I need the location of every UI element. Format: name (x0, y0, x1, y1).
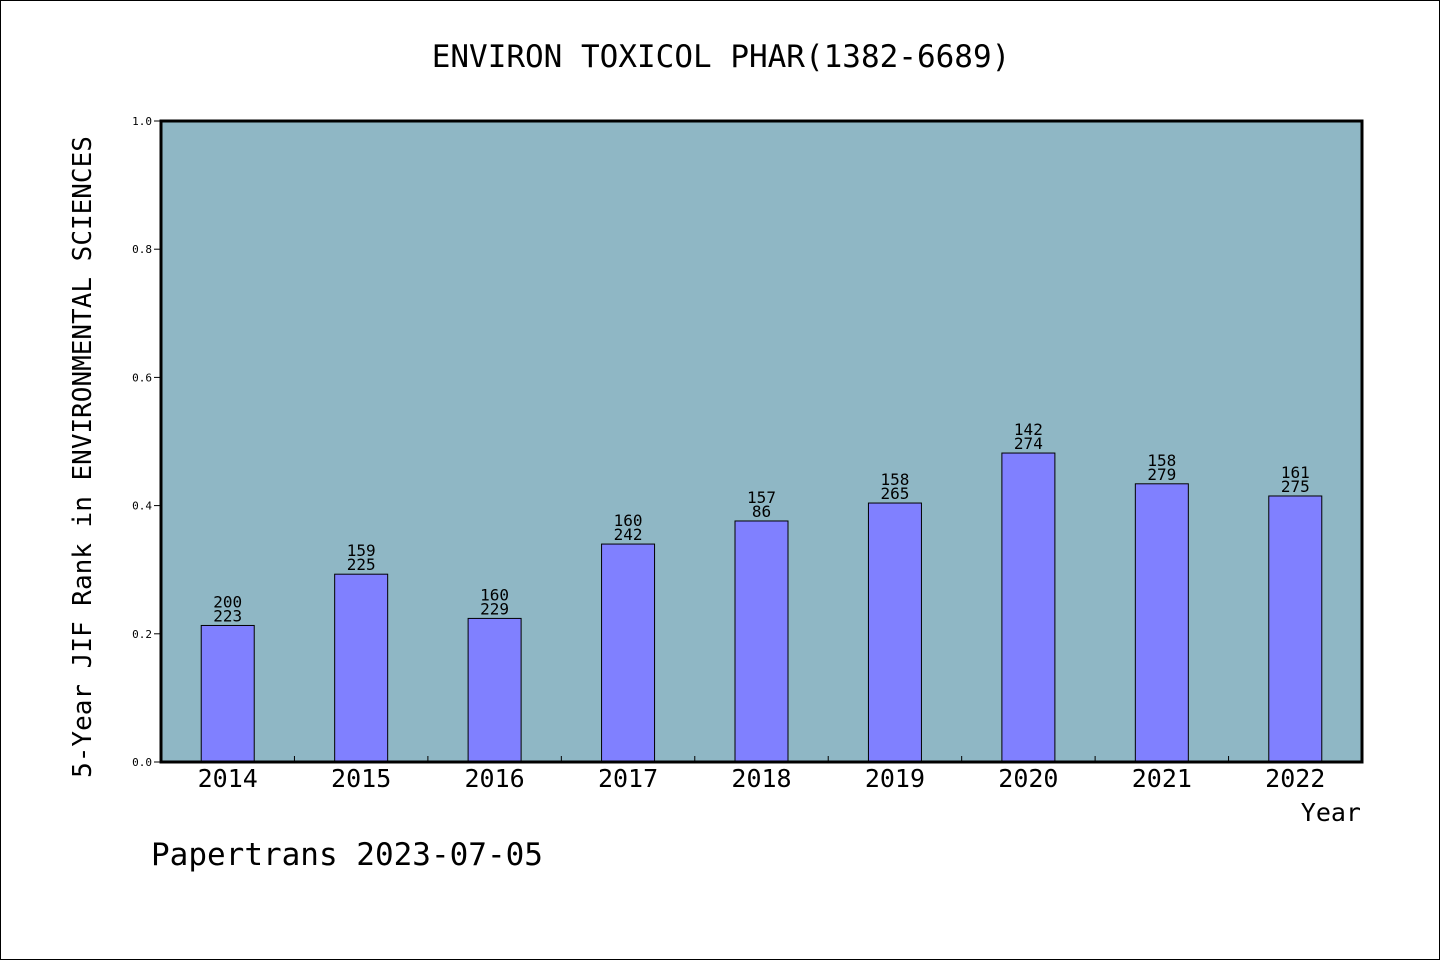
x-tick-label: 2020 (998, 764, 1058, 793)
bars-group: 2002231592251602291602421578615826514227… (200, 420, 1323, 763)
bar-label-top: 161 (1281, 463, 1310, 482)
bar (1268, 495, 1323, 763)
bar-label-top: 158 (1147, 451, 1176, 470)
bar (1001, 452, 1056, 763)
bar-label-bottom: 265 (880, 484, 909, 503)
chart-title: ENVIRON TOXICOL PHAR(1382-6689) (432, 39, 1011, 75)
bar-label-top: 158 (880, 470, 909, 489)
plot-border (159, 119, 1364, 764)
bar-label-top: 157 (747, 488, 776, 507)
bar-label-bottom: 279 (1147, 465, 1176, 484)
bar (334, 573, 389, 763)
x-tick-label: 2016 (465, 764, 525, 793)
x-axis-label: Year (1301, 798, 1361, 827)
y-axis-label: 5-Year JIF Rank in ENVIRONMENTAL SCIENCE… (68, 136, 98, 778)
bar-label-top: 142 (1014, 420, 1043, 439)
y-tick-label: 0.2 (132, 628, 152, 641)
y-tick-label: 0.6 (132, 371, 152, 384)
y-tick-label: 0.0 (132, 756, 152, 769)
bar-label-bottom: 274 (1014, 434, 1043, 453)
x-axis: 2014 2015 2016 2017 2018 2019 2020 2021 2022 (198, 756, 1325, 793)
x-tick-label: 2015 (331, 764, 391, 793)
bar-label-top: 160 (480, 585, 509, 604)
bar (1134, 483, 1189, 763)
bar (200, 624, 255, 763)
bar-label-top: 159 (347, 541, 376, 560)
x-tick-label: 2014 (198, 764, 258, 793)
bar-label-top: 160 (614, 511, 643, 530)
x-tick-label: 2018 (731, 764, 791, 793)
x-tick-label: 2017 (598, 764, 658, 793)
bar (601, 543, 656, 763)
x-tick-label: 2022 (1265, 764, 1325, 793)
y-tick-label: 1.0 (132, 115, 152, 128)
bar (734, 520, 789, 763)
bar (467, 617, 522, 763)
bar-label-bottom: 223 (213, 606, 242, 625)
bar-label-bottom: 242 (614, 525, 643, 544)
bar-label-bottom: 225 (347, 555, 376, 574)
bar (867, 502, 922, 763)
footer-credit: Papertrans 2023-07-05 (151, 837, 543, 873)
y-tick-label: 0.4 (132, 500, 152, 513)
x-tick-label: 2021 (1132, 764, 1192, 793)
x-tick-label: 2019 (865, 764, 925, 793)
bar-label-bottom: 86 (752, 502, 771, 521)
bar-label-bottom: 275 (1281, 477, 1310, 496)
y-tick-label: 0.8 (132, 243, 152, 256)
bar-label-top: 200 (213, 592, 242, 611)
y-axis: 0.0 0.2 0.4 0.6 0.8 1.0 (132, 115, 161, 769)
bar-label-bottom: 229 (480, 599, 509, 618)
